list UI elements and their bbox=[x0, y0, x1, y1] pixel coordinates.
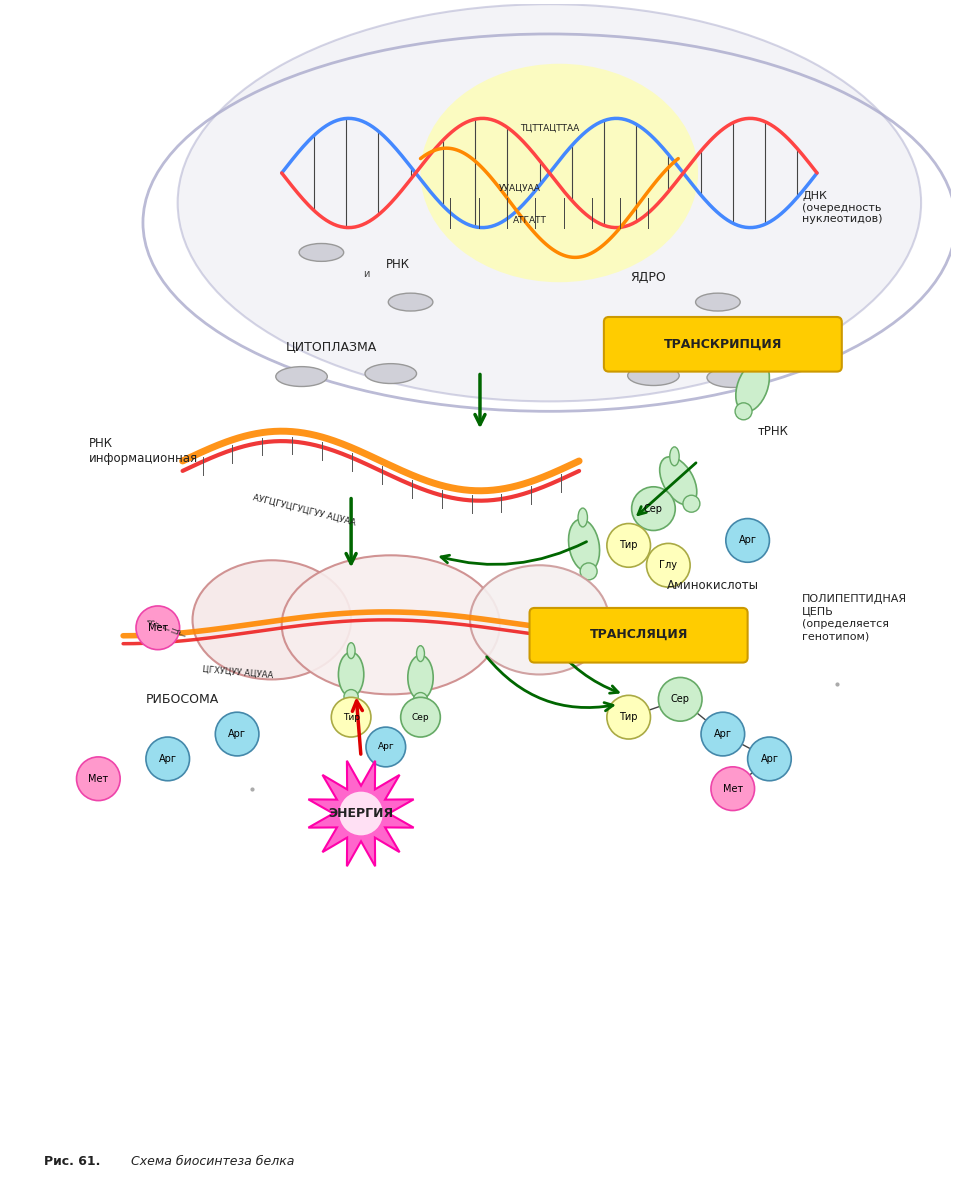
Text: Глу: Глу bbox=[659, 560, 677, 570]
Ellipse shape bbox=[735, 403, 752, 420]
Text: и: и bbox=[363, 269, 370, 280]
Ellipse shape bbox=[416, 646, 424, 661]
Text: ТРАНСКРИПЦИЯ: ТРАНСКРИПЦИЯ bbox=[664, 337, 782, 350]
Text: Мет: Мет bbox=[88, 774, 109, 784]
Text: ЭНЕРГИЯ: ЭНЕРГИЯ bbox=[329, 808, 393, 820]
Ellipse shape bbox=[695, 293, 740, 311]
Text: Сер: Сер bbox=[644, 504, 663, 514]
Text: ДНК
(очередность
нуклеотидов): ДНК (очередность нуклеотидов) bbox=[802, 191, 882, 224]
Ellipse shape bbox=[178, 4, 921, 401]
Text: Арг: Арг bbox=[738, 535, 756, 546]
Ellipse shape bbox=[627, 366, 679, 385]
Text: РИБОСОМА: РИБОСОМА bbox=[146, 692, 220, 706]
Circle shape bbox=[711, 767, 754, 810]
Ellipse shape bbox=[568, 520, 600, 571]
Ellipse shape bbox=[707, 367, 758, 388]
Text: УУАЦУАА: УУАЦУАА bbox=[499, 184, 541, 192]
Circle shape bbox=[658, 678, 702, 721]
Circle shape bbox=[748, 737, 792, 781]
FancyBboxPatch shape bbox=[604, 317, 841, 372]
Text: АТГАТТ: АТГАТТ bbox=[513, 216, 546, 226]
Circle shape bbox=[136, 606, 180, 649]
Circle shape bbox=[366, 727, 406, 767]
Circle shape bbox=[726, 518, 770, 563]
Text: Аминокислоты: Аминокислоты bbox=[667, 578, 759, 592]
Circle shape bbox=[606, 695, 650, 739]
Text: Тир: Тир bbox=[620, 540, 638, 551]
Ellipse shape bbox=[735, 361, 770, 412]
Text: Рис. 61.: Рис. 61. bbox=[44, 1154, 104, 1168]
Text: Арг: Арг bbox=[377, 743, 394, 751]
Circle shape bbox=[215, 713, 259, 756]
Text: ТЦТТАЦТТАА: ТЦТТАЦТТАА bbox=[520, 124, 579, 133]
Polygon shape bbox=[308, 761, 414, 866]
Circle shape bbox=[146, 737, 189, 781]
Text: Арг: Арг bbox=[228, 730, 246, 739]
Text: Сер: Сер bbox=[670, 695, 690, 704]
Ellipse shape bbox=[338, 653, 364, 697]
Text: Арг: Арг bbox=[159, 754, 177, 764]
Ellipse shape bbox=[683, 496, 700, 512]
Ellipse shape bbox=[414, 692, 428, 707]
Ellipse shape bbox=[470, 565, 609, 674]
Text: ЦГХУЦУУ АЦУАА: ЦГХУЦУУ АЦУАА bbox=[202, 665, 274, 679]
Text: ПОЛИПЕПТИДНАЯ
ЦЕПЬ
(определяется
генотипом): ПОЛИПЕПТИДНАЯ ЦЕПЬ (определяется генотип… bbox=[802, 594, 907, 642]
Text: А
У
Г
Ц
Г: А У Г Ц Г bbox=[147, 618, 188, 637]
Ellipse shape bbox=[420, 64, 698, 282]
FancyArrowPatch shape bbox=[551, 642, 618, 694]
Circle shape bbox=[606, 523, 650, 568]
Ellipse shape bbox=[276, 367, 328, 386]
Text: Арг: Арг bbox=[760, 754, 778, 764]
Text: РНК
информационная: РНК информационная bbox=[89, 437, 198, 466]
Ellipse shape bbox=[389, 293, 433, 311]
Text: ТРАНСЛЯЦИЯ: ТРАНСЛЯЦИЯ bbox=[589, 629, 688, 641]
Circle shape bbox=[401, 697, 440, 737]
Ellipse shape bbox=[578, 508, 587, 527]
Ellipse shape bbox=[299, 244, 344, 262]
Ellipse shape bbox=[751, 350, 760, 370]
Ellipse shape bbox=[669, 446, 679, 466]
Ellipse shape bbox=[193, 560, 351, 679]
Text: Тир: Тир bbox=[620, 712, 638, 722]
Text: АУГЦГУЦГУЦГУУ АЦУАА: АУГЦГУЦГУЦГУУ АЦУАА bbox=[252, 493, 357, 527]
Circle shape bbox=[647, 544, 690, 587]
Ellipse shape bbox=[348, 643, 355, 659]
Text: тРНК: тРНК bbox=[757, 425, 789, 438]
Circle shape bbox=[701, 713, 745, 756]
Text: ЦИТОПЛАЗМА: ЦИТОПЛАЗМА bbox=[286, 341, 377, 353]
Circle shape bbox=[331, 697, 371, 737]
Text: Мет: Мет bbox=[723, 784, 743, 793]
Text: Арг: Арг bbox=[713, 730, 732, 739]
Text: Мет: Мет bbox=[148, 623, 168, 632]
Text: Тир: Тир bbox=[343, 713, 360, 721]
Ellipse shape bbox=[660, 457, 697, 505]
Ellipse shape bbox=[408, 655, 434, 700]
FancyArrowPatch shape bbox=[441, 541, 586, 564]
Ellipse shape bbox=[581, 563, 597, 580]
FancyBboxPatch shape bbox=[529, 608, 748, 662]
Ellipse shape bbox=[344, 690, 358, 704]
Text: Схема биосинтеза белка: Схема биосинтеза белка bbox=[131, 1154, 294, 1168]
Text: ЯДРО: ЯДРО bbox=[630, 271, 667, 283]
Circle shape bbox=[631, 487, 675, 530]
Ellipse shape bbox=[365, 364, 416, 384]
Circle shape bbox=[339, 792, 383, 835]
Circle shape bbox=[76, 757, 120, 800]
Ellipse shape bbox=[282, 556, 499, 695]
Text: Сер: Сер bbox=[412, 713, 430, 721]
Text: РНК: РНК bbox=[386, 258, 410, 271]
